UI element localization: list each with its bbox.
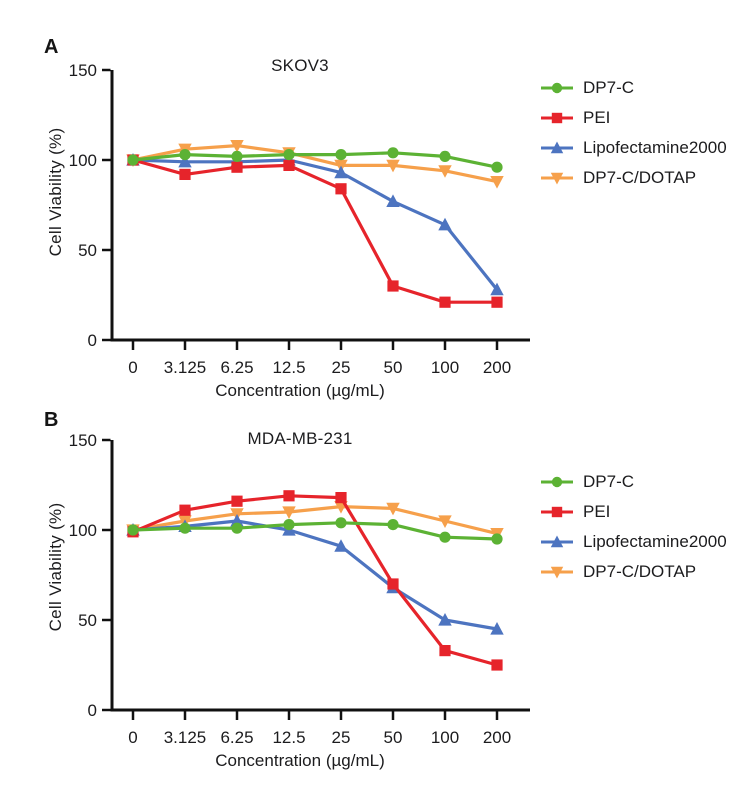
legend-item: DP7-C <box>540 467 727 497</box>
chart-a-title: SKOV3 <box>271 56 329 75</box>
legend-item: DP7-C/DOTAP <box>540 557 727 587</box>
square-marker-icon <box>541 506 573 518</box>
svg-text:200: 200 <box>483 728 511 747</box>
series-DP7-C <box>127 517 503 545</box>
svg-text:100: 100 <box>431 728 459 747</box>
legend-label: DP7-C <box>583 78 635 97</box>
svg-text:200: 200 <box>483 358 511 377</box>
legend-label: DP7-C <box>583 472 635 491</box>
chart-a-legend: DP7-C PEI Lipofectamine2000 DP7-C/DOTAP <box>540 73 727 193</box>
svg-text:0: 0 <box>128 728 137 747</box>
legend-item: PEI <box>540 103 727 133</box>
circle-marker-icon <box>541 476 573 488</box>
legend-label: DP7-C/DOTAP <box>583 562 697 581</box>
legend-item: Lipofectamine2000 <box>540 527 727 557</box>
svg-text:3.125: 3.125 <box>164 728 207 747</box>
svg-text:50: 50 <box>78 241 97 260</box>
chart-b-legend: DP7-C PEI Lipofectamine2000 DP7-C/DOTAP <box>540 467 727 587</box>
legend-item: DP7-C <box>540 73 727 103</box>
series-DP7-C <box>127 147 503 173</box>
chart-a-x-axis-label: Concentration (µg/mL) <box>215 381 385 400</box>
chart-b-x-axis-label: Concentration (µg/mL) <box>215 751 385 770</box>
axes: 0 50 100 150 0 3.125 6.25 12.5 25 50 100 200 <box>69 61 530 377</box>
legend-item: Lipofectamine2000 <box>540 133 727 163</box>
svg-text:150: 150 <box>69 61 97 80</box>
svg-text:25: 25 <box>332 728 351 747</box>
svg-text:6.25: 6.25 <box>220 358 253 377</box>
svg-text:25: 25 <box>332 358 351 377</box>
legend-label: Lipofectamine2000 <box>583 138 727 157</box>
triangle-up-marker-icon <box>541 535 573 548</box>
svg-text:100: 100 <box>431 358 459 377</box>
square-marker-icon <box>541 112 573 124</box>
svg-text:0: 0 <box>88 331 97 350</box>
triangle-down-marker-icon <box>541 172 573 185</box>
svg-text:100: 100 <box>69 521 97 540</box>
legend-label: PEI <box>583 108 611 127</box>
legend-label: Lipofectamine2000 <box>583 532 727 551</box>
svg-text:0: 0 <box>128 358 137 377</box>
panel-a-letter: A <box>44 36 59 58</box>
svg-text:150: 150 <box>69 431 97 450</box>
svg-text:50: 50 <box>78 611 97 630</box>
triangle-up-marker-icon <box>541 141 573 154</box>
circle-marker-icon <box>541 82 573 94</box>
svg-text:3.125: 3.125 <box>164 358 207 377</box>
legend-label: DP7-C/DOTAP <box>583 168 697 187</box>
svg-text:50: 50 <box>384 728 403 747</box>
legend-item: DP7-C/DOTAP <box>540 163 727 193</box>
svg-text:0: 0 <box>88 701 97 720</box>
svg-text:100: 100 <box>69 151 97 170</box>
legend-label: PEI <box>583 502 611 521</box>
svg-text:12.5: 12.5 <box>272 728 305 747</box>
svg-text:6.25: 6.25 <box>220 728 253 747</box>
triangle-down-marker-icon <box>541 566 573 579</box>
svg-text:50: 50 <box>384 358 403 377</box>
chart-b-title: MDA-MB-231 <box>247 429 353 448</box>
axes: 0 50 100 150 0 3.125 6.25 12.5 25 50 100 200 <box>69 431 530 747</box>
panel-b-letter: B <box>44 409 59 431</box>
legend-item: PEI <box>540 497 727 527</box>
svg-text:12.5: 12.5 <box>272 358 305 377</box>
